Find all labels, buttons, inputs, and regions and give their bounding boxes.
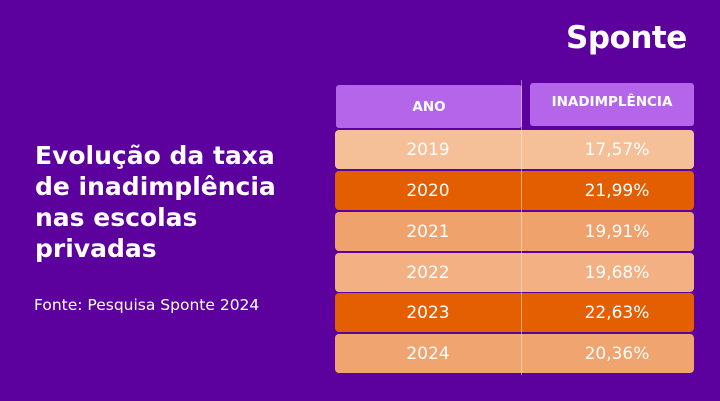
year-cell: 2020 <box>406 180 450 201</box>
rate-cell: 20,36% <box>584 343 650 364</box>
rate-cell: 21,99% <box>584 180 650 201</box>
table-row: 2020 21,99% <box>335 171 694 210</box>
year-cell: 2019 <box>406 139 450 160</box>
column-header-rate: INADIMPLÊNCIA <box>530 83 694 126</box>
rate-cell: 19,68% <box>584 262 650 283</box>
rate-cell: 17,57% <box>584 139 650 160</box>
year-cell: 2023 <box>406 302 450 323</box>
table-row: 2024 20,36% <box>335 334 694 373</box>
year-cell: 2021 <box>406 221 450 242</box>
column-divider <box>521 80 522 375</box>
year-cell: 2024 <box>406 343 450 364</box>
rate-cell: 19,91% <box>584 221 650 242</box>
table-row: 2019 17,57% <box>335 130 694 169</box>
rate-cell: 22,63% <box>584 302 650 323</box>
page-title: Evolução da taxa de inadimplência nas es… <box>35 141 276 263</box>
table-row: 2022 19,68% <box>335 253 694 292</box>
column-header-year: ANO <box>336 85 522 128</box>
source-note: Fonte: Pesquisa Sponte 2024 <box>34 296 260 314</box>
table-row: 2021 19,91% <box>335 212 694 251</box>
year-cell: 2022 <box>406 262 450 283</box>
sponte-logo: Sponte <box>566 20 687 56</box>
table-row: 2023 22,63% <box>335 293 694 332</box>
